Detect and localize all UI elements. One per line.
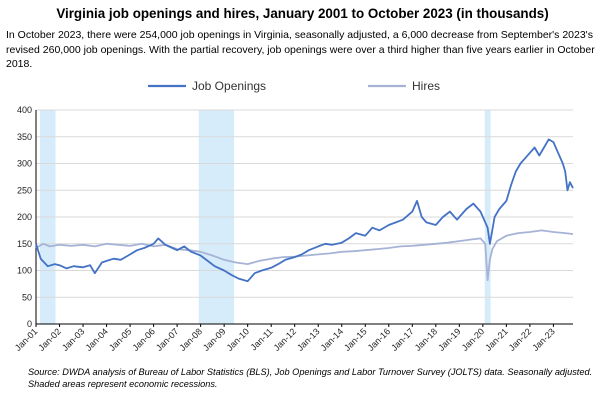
x-tick-label: Jan-03 [60,326,87,353]
y-tick-label: 400 [17,105,32,115]
y-tick-label: 200 [17,212,32,222]
y-tick-label: 0 [27,319,32,329]
x-tick-label: Jan-18 [413,326,440,353]
x-tick-label: Jan-02 [36,326,63,353]
x-tick-label: Jan-21 [483,326,510,353]
x-tick-label: Jan-20 [460,326,487,353]
x-tick-label: Jan-11 [249,326,275,352]
x-tick-label: Jan-04 [83,326,110,353]
x-tick-label: Jan-09 [201,326,228,353]
x-tick-label: Jan-15 [342,326,369,353]
series-line-hires [35,229,574,281]
series-line-job-openings [35,138,574,283]
legend-label-hires: Hires [412,79,440,93]
x-tick-label: Jan-23 [530,326,557,353]
y-tick-label: 50 [22,292,32,302]
x-tick-label: Jan-19 [436,326,463,353]
x-tick-label: Jan-07 [154,326,181,353]
line-chart: Job Openings Hires 0 50 100 150 200 250 300 350 4… [13,79,574,353]
legend: Job Openings Hires [148,79,440,93]
x-tick-label: Jan-12 [272,326,299,353]
y-tick-label: 250 [17,185,32,195]
y-tick-label: 150 [17,239,32,249]
x-tick-label: Jan-08 [178,326,205,353]
y-tick-label: 350 [17,132,32,142]
x-tick-label: Jan-01 [13,326,40,353]
x-tick-label: Jan-10 [225,326,252,353]
x-tick-label: Jan-14 [319,326,346,353]
x-tick-label: Jan-06 [130,326,157,353]
y-tick-label: 100 [17,266,32,276]
x-tick-label: Jan-13 [295,326,322,353]
x-tick-label: Jan-16 [366,326,393,353]
x-tick-label: Jan-17 [389,326,416,353]
y-tick-label: 300 [17,159,32,169]
chart-title: Virginia job openings and hires, January… [56,6,549,21]
chart-subtitle: In October 2023, there were 254,000 job … [6,29,595,70]
source-note: Source: DWDA analysis of Bureau of Labor… [28,367,593,389]
plot-area: 050100150200250300350400Jan-01Jan-02Jan-… [13,105,574,353]
legend-label-job-openings: Job Openings [192,79,266,93]
x-tick-label: Jan-22 [507,326,534,353]
x-tick-label: Jan-05 [107,326,134,353]
